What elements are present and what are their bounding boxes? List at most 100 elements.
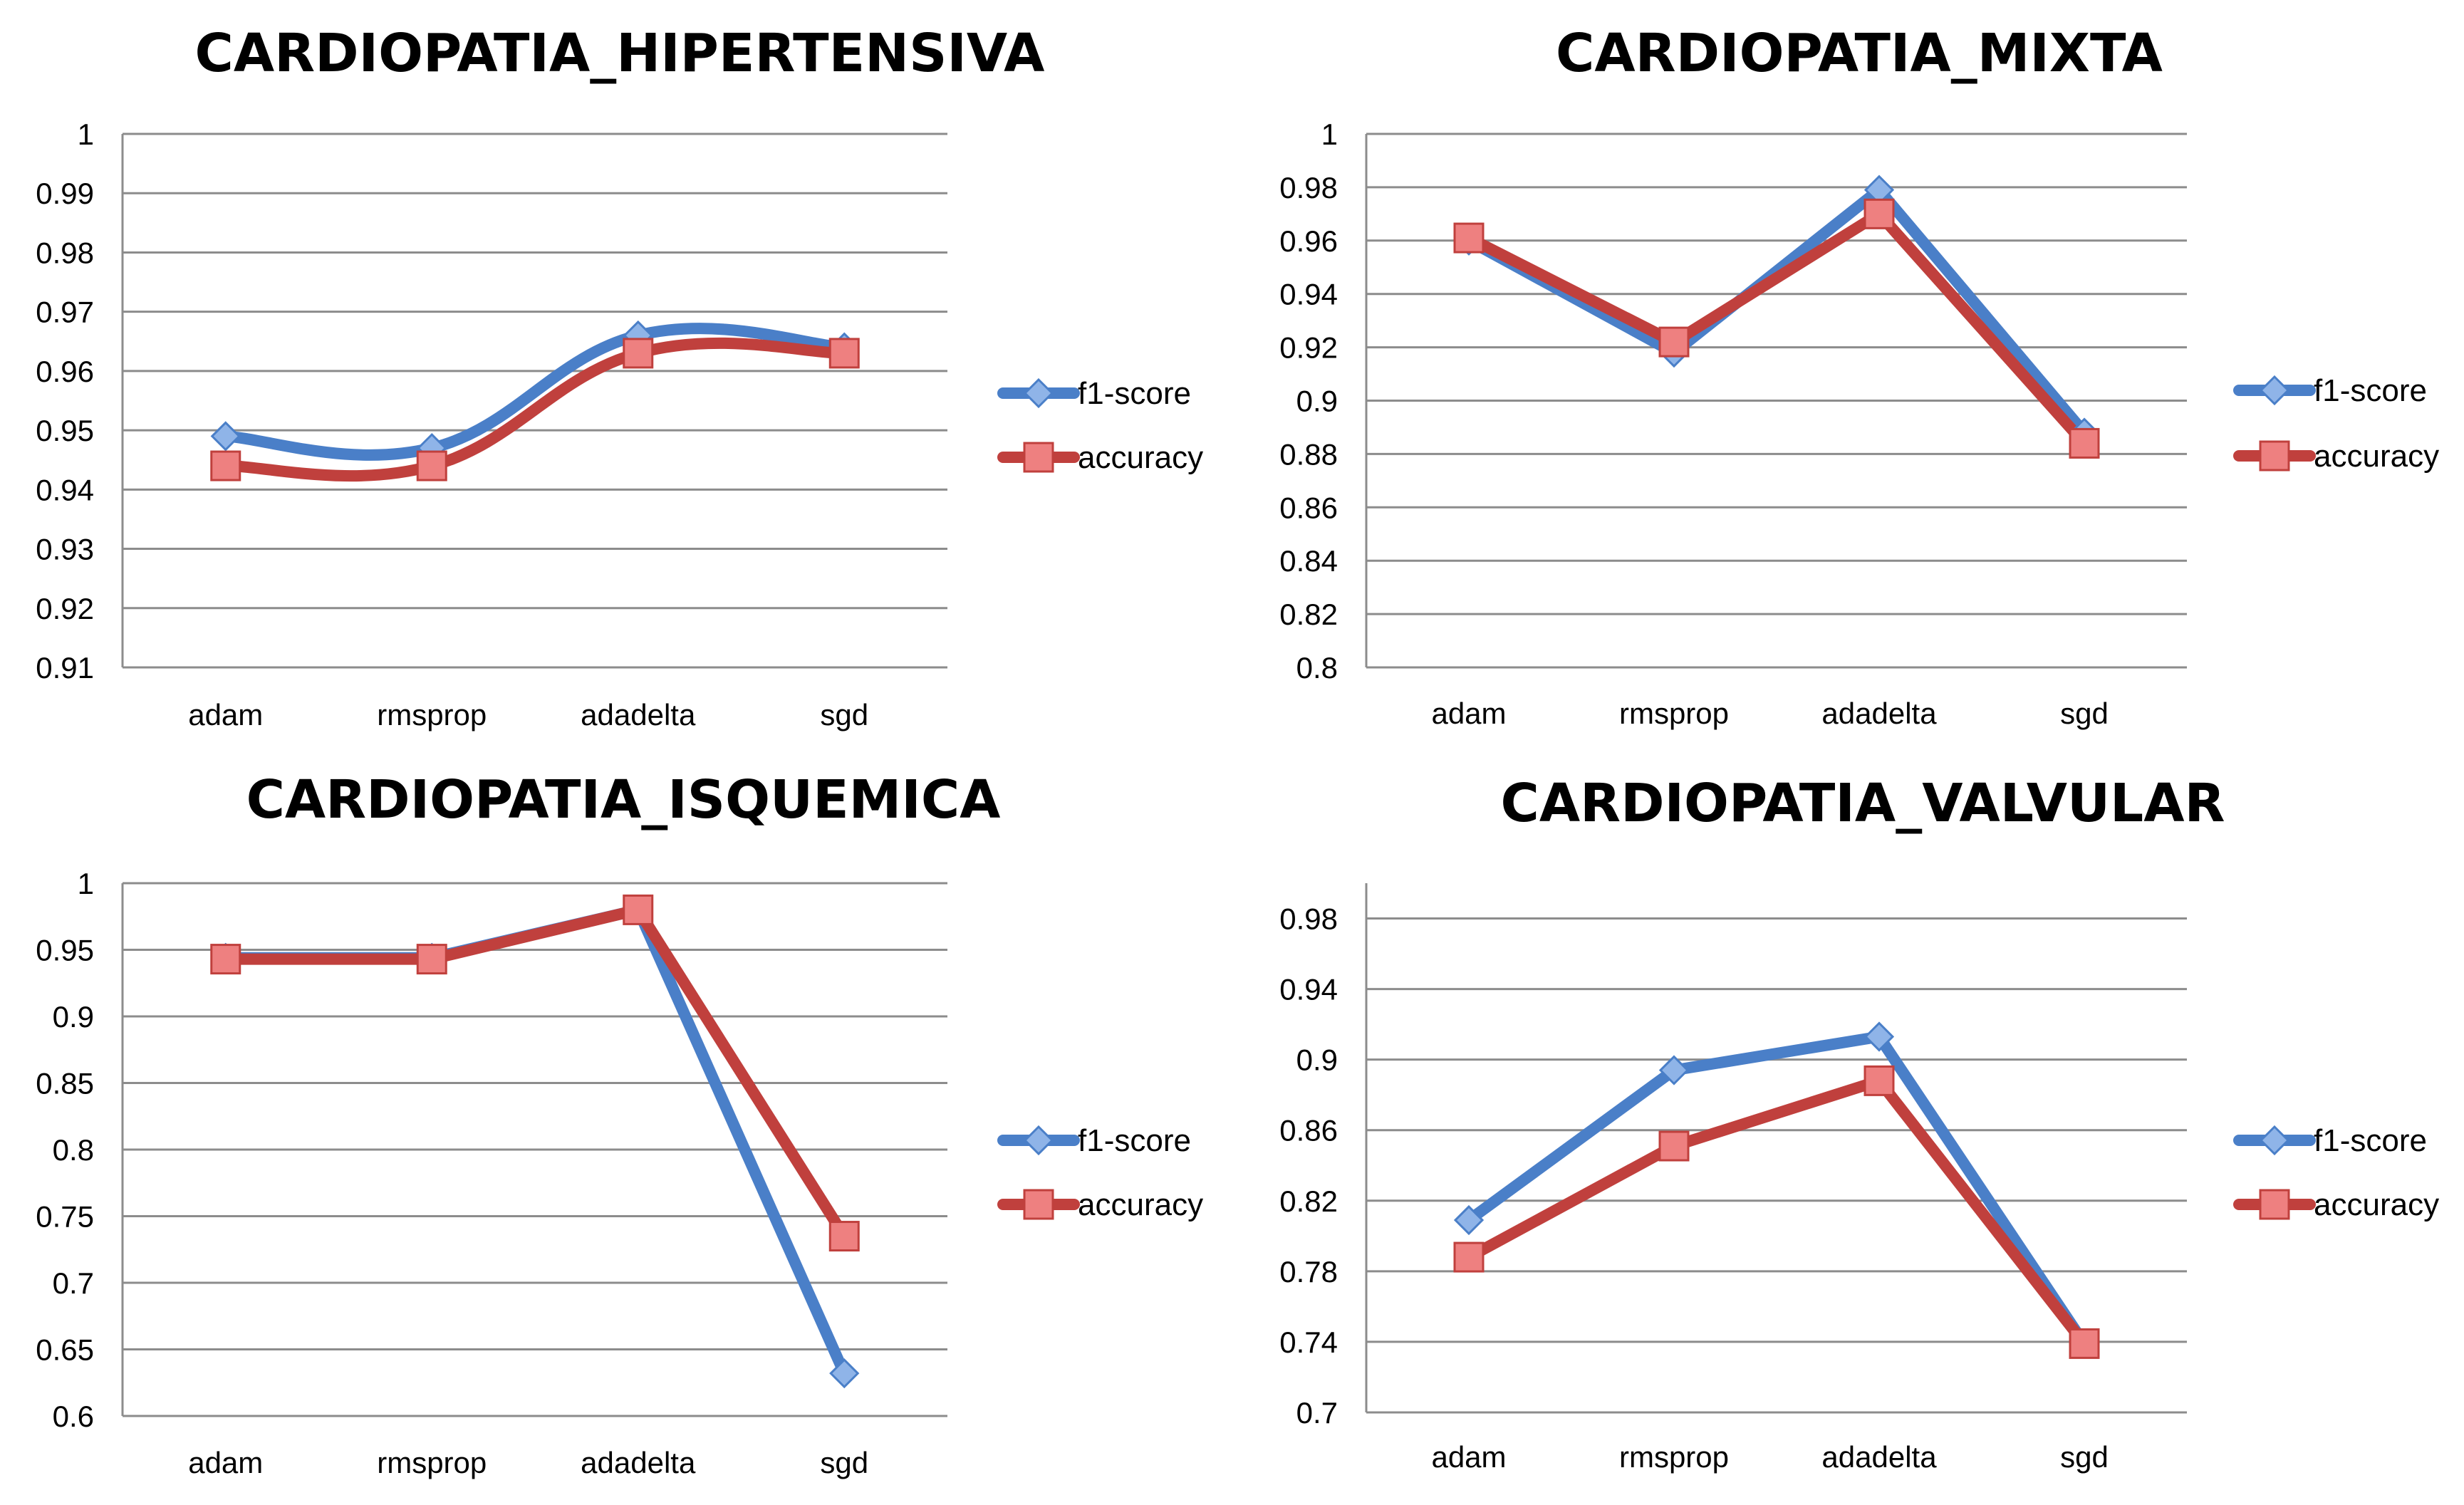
legend-marker-f1-score <box>1023 377 1054 409</box>
y-tick-label: 0.82 <box>1279 1184 1338 1218</box>
point-accuracy-sgd <box>2069 427 2100 459</box>
point-accuracy-rmsprop <box>1658 1130 1690 1162</box>
y-tick-label: 0.96 <box>36 355 94 388</box>
x-tick-label: adam <box>1431 697 1506 730</box>
x-tick-label: adam <box>188 698 263 731</box>
y-tick-label: 0.9 <box>53 1000 94 1033</box>
y-tick-label: 0.97 <box>36 296 94 329</box>
point-accuracy-adam <box>210 450 241 481</box>
y-tick-label: 0.98 <box>1279 171 1338 204</box>
legend-marker-f1-score <box>2259 375 2290 406</box>
series-line-f1-score <box>1463 184 2090 439</box>
point-accuracy-adadelta <box>1863 198 1895 229</box>
series-line-accuracy <box>219 904 851 1242</box>
y-tick-label: 0.7 <box>53 1266 94 1300</box>
x-tick-label: adadelta <box>581 698 696 731</box>
y-tick-label: 0.78 <box>1279 1255 1338 1288</box>
x-tick-label: adadelta <box>581 1446 696 1479</box>
y-tick-label: 0.9 <box>1296 385 1338 418</box>
point-accuracy-rmsprop <box>1658 326 1690 358</box>
y-tick-label: 0.94 <box>36 473 94 506</box>
chart-title: CARDIOPATIA_MIXTA <box>1556 23 2163 84</box>
y-tick-label: 0.9 <box>1296 1043 1338 1077</box>
legend-label-f1-score: f1-score <box>2314 1123 2427 1158</box>
y-tick-label: 0.6 <box>53 1400 94 1433</box>
x-tick-label: rmsprop <box>377 1446 487 1479</box>
legend-marker-accuracy <box>1023 1189 1054 1220</box>
y-tick-label: 0.99 <box>36 177 94 210</box>
legend-label-accuracy: accuracy <box>1078 1187 1203 1222</box>
x-tick-label: sgd <box>820 1446 868 1479</box>
y-tick-label: 0.82 <box>1279 598 1338 631</box>
chart-1: CARDIOPATIA_HIPERTENSIVA 0.91 0.92 0.93 0.94… <box>36 23 1203 731</box>
point-accuracy-adam <box>1453 222 1485 254</box>
y-tick-label: 0.8 <box>53 1133 94 1167</box>
point-f1-score-adadelta <box>1863 1021 1895 1052</box>
y-tick-label: 0.95 <box>36 414 94 447</box>
y-tick-label: 0.95 <box>36 934 94 967</box>
y-tick-label: 1 <box>78 867 94 900</box>
chart-title: CARDIOPATIA_ISQUEMICA <box>246 769 1001 830</box>
legend-label-f1-score: f1-score <box>1078 376 1191 411</box>
point-accuracy-adadelta <box>623 894 654 925</box>
point-f1-score-adam <box>1453 1204 1485 1236</box>
y-tick-label: 0.65 <box>36 1333 94 1367</box>
series-line-accuracy <box>1463 208 2090 449</box>
x-tick-label: adadelta <box>1821 1440 1937 1474</box>
legend-label-accuracy: accuracy <box>2314 1187 2439 1222</box>
chart-2: CARDIOPATIA_MIXTA 0.8 0.82 0.84 0.86 0.88 0.9 0… <box>1279 23 2439 730</box>
y-tick-label: 0.94 <box>1279 973 1338 1006</box>
chart-title: CARDIOPATIA_VALVULAR <box>1501 773 2225 834</box>
y-tick-label: 0.92 <box>36 592 94 625</box>
chart-4: CARDIOPATIA_VALVULAR 0.7 0.74 0.78 0.82 0.86 0… <box>1279 773 2439 1474</box>
y-tick-label: 0.86 <box>1279 491 1338 524</box>
x-tick-label: adam <box>1431 1440 1506 1474</box>
y-tick-label: 0.8 <box>1296 651 1338 684</box>
legend-label-f1-score: f1-score <box>1078 1123 1191 1158</box>
legend-label-accuracy: accuracy <box>1078 440 1203 475</box>
legend-label-accuracy: accuracy <box>2314 439 2439 474</box>
x-tick-label: sgd <box>820 698 868 731</box>
x-tick-label: rmsprop <box>1619 697 1729 730</box>
point-accuracy-rmsprop <box>416 450 447 481</box>
y-tick-label: 0.7 <box>1296 1396 1338 1430</box>
x-tick-label: adam <box>188 1446 263 1479</box>
point-accuracy-rmsprop <box>416 944 447 975</box>
y-tick-label: 1 <box>78 118 94 151</box>
x-tick-label: rmsprop <box>1619 1440 1729 1474</box>
x-tick-label: adadelta <box>1821 697 1937 730</box>
series-line-f1-score <box>219 904 851 1380</box>
y-tick-label: 0.98 <box>36 236 94 269</box>
point-accuracy-sgd <box>2069 1328 2100 1359</box>
x-tick-label: sgd <box>2060 1440 2109 1474</box>
point-accuracy-sgd <box>828 1221 860 1252</box>
series-line-f1-score <box>1463 1031 2090 1350</box>
legend-marker-accuracy <box>1023 442 1054 473</box>
y-tick-label: 0.91 <box>36 651 94 684</box>
series-line-accuracy <box>219 337 851 482</box>
y-tick-label: 0.75 <box>36 1200 94 1234</box>
chart-3: CARDIOPATIA_ISQUEMICA 0.6 0.65 0.7 0.75 0.8 0.… <box>36 769 1203 1479</box>
series-line-accuracy <box>1463 1075 2090 1350</box>
y-tick-label: 0.92 <box>1279 331 1338 365</box>
y-tick-label: 0.84 <box>1279 544 1338 578</box>
legend-marker-accuracy <box>2259 1189 2290 1220</box>
point-f1-score-rmsprop <box>1658 1055 1690 1085</box>
point-f1-score-adam <box>210 421 241 452</box>
y-tick-label: 0.74 <box>1279 1326 1338 1359</box>
y-tick-label: 0.98 <box>1279 902 1338 936</box>
y-tick-label: 0.85 <box>36 1067 94 1100</box>
y-tick-label: 0.96 <box>1279 224 1338 258</box>
chart-title: CARDIOPATIA_HIPERTENSIVA <box>195 23 1045 84</box>
series-line-f1-score <box>219 323 851 461</box>
y-tick-label: 1 <box>1321 118 1338 151</box>
legend-label-f1-score: f1-score <box>2314 373 2427 408</box>
x-tick-label: sgd <box>2060 697 2109 730</box>
legend-marker-f1-score <box>1023 1125 1054 1156</box>
y-tick-label: 0.86 <box>1279 1114 1338 1147</box>
x-tick-label: rmsprop <box>377 698 487 731</box>
point-accuracy-adam <box>1453 1241 1485 1273</box>
point-accuracy-adam <box>210 944 241 975</box>
point-accuracy-sgd <box>828 338 860 369</box>
